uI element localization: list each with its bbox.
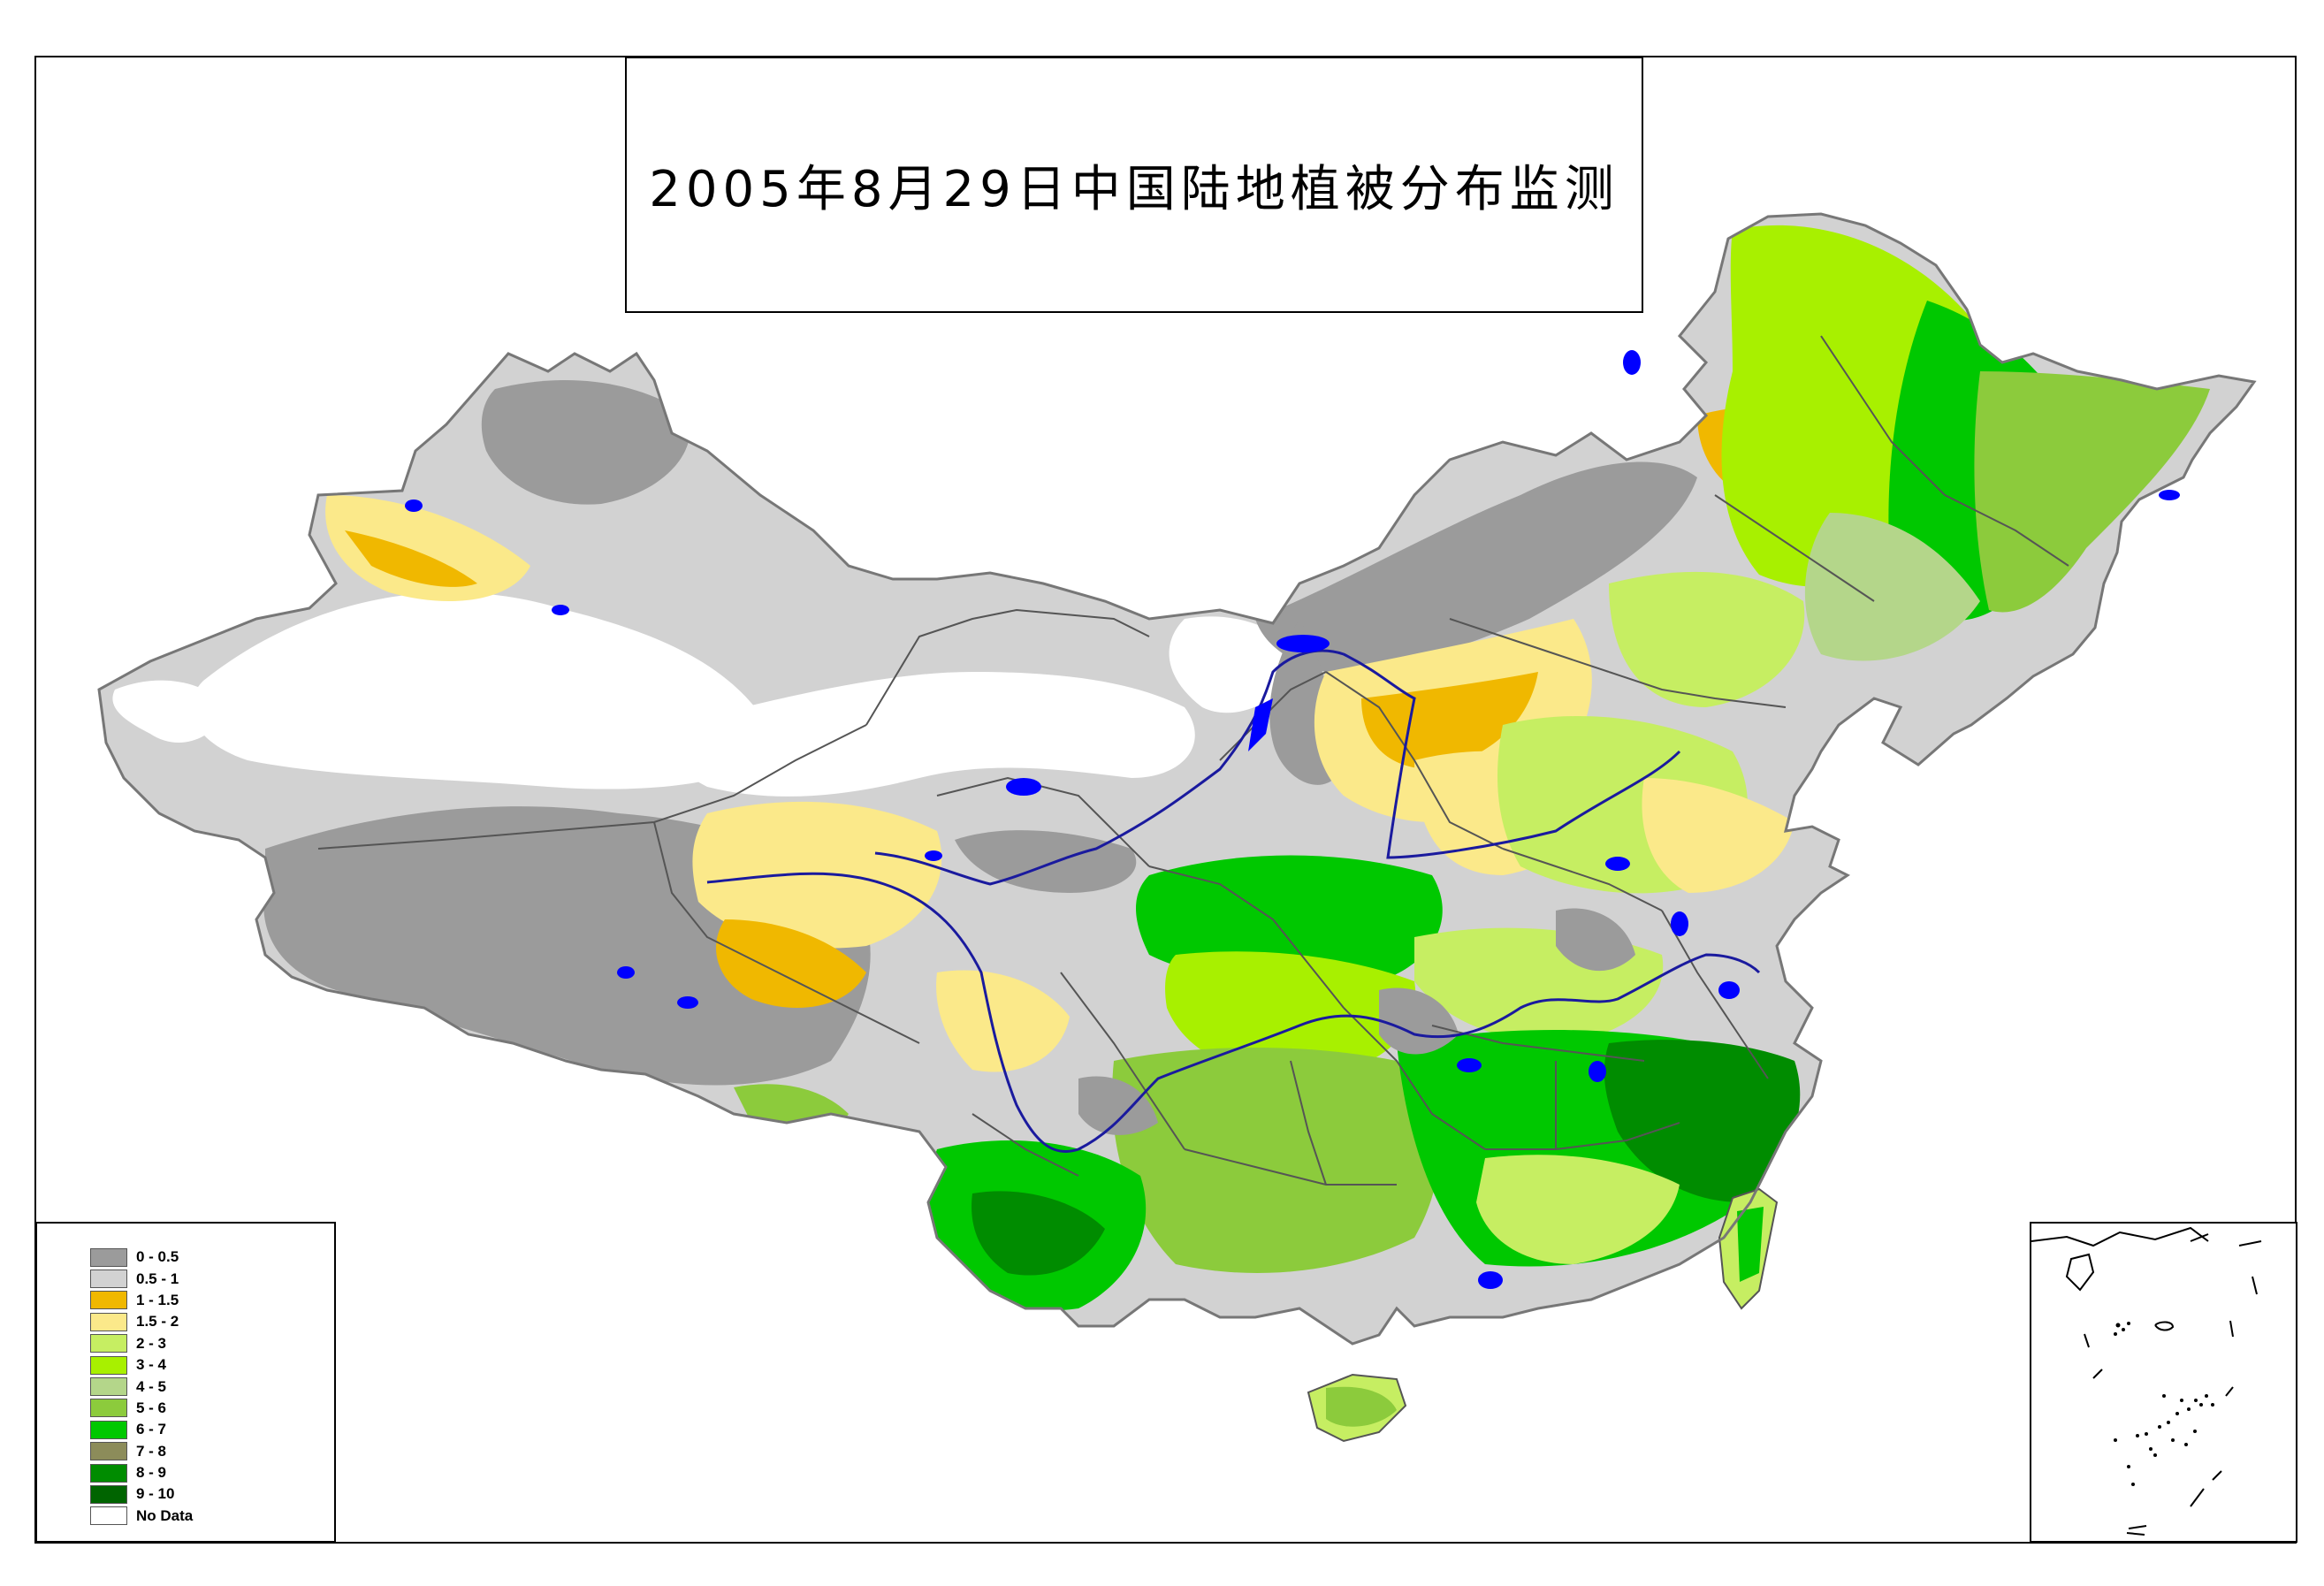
- legend-label: No Data: [136, 1506, 194, 1524]
- china-outline: [97, 212, 2257, 1346]
- legend-swatch: [90, 1463, 127, 1483]
- legend-swatch: [90, 1377, 127, 1397]
- legend-item: 2 - 3: [90, 1333, 193, 1354]
- legend-item: 3 - 4: [90, 1354, 193, 1376]
- legend-item: 7 - 8: [90, 1441, 193, 1462]
- legend-swatch: [90, 1270, 127, 1289]
- legend-swatch: [90, 1355, 127, 1375]
- legend-swatch: [90, 1291, 127, 1310]
- legend-label: 1.5 - 2: [136, 1313, 179, 1331]
- legend-swatch: [90, 1484, 127, 1504]
- legend-label: 6 - 7: [136, 1421, 167, 1438]
- legend-item: 5 - 6: [90, 1398, 193, 1419]
- legend-label: 3 - 4: [136, 1356, 167, 1374]
- legend-item: No Data: [90, 1506, 193, 1527]
- legend-item: 9 - 10: [90, 1483, 193, 1505]
- legend-swatch: [90, 1399, 127, 1418]
- title-box: 2005年8月29日中国陆地植被分布监测: [625, 57, 1643, 313]
- legend-label: 2 - 3: [136, 1334, 167, 1352]
- legend-label: 4 - 5: [136, 1377, 167, 1395]
- legend-swatch: [90, 1506, 127, 1526]
- legend-item: 8 - 9: [90, 1462, 193, 1483]
- legend-label: 0.5 - 1: [136, 1270, 179, 1287]
- south-china-sea-inset: [2030, 1222, 2297, 1543]
- legend-label: 0 - 0.5: [136, 1248, 179, 1266]
- legend-swatch: [90, 1334, 127, 1353]
- legend-swatch: [90, 1312, 127, 1331]
- legend: 0 - 0.5 0.5 - 1 1 - 1.5 1.5 - 2 2 - 3 3 - 4 4 …: [35, 1222, 336, 1543]
- legend-item: 0 - 0.5: [90, 1247, 193, 1268]
- legend-label: 1 - 1.5: [136, 1291, 179, 1308]
- lakes: [405, 350, 2180, 1289]
- legend-label: 9 - 10: [136, 1485, 175, 1503]
- legend-item: 1.5 - 2: [90, 1311, 193, 1332]
- legend-item: 1 - 1.5: [90, 1290, 193, 1311]
- legend-swatch: [90, 1247, 127, 1267]
- legend-label: 5 - 6: [136, 1399, 167, 1416]
- legend-item: 0.5 - 1: [90, 1268, 193, 1289]
- legend-label: 8 - 9: [136, 1464, 167, 1482]
- map-title: 2005年8月29日中国陆地植被分布监测: [649, 160, 1619, 218]
- legend-swatch: [90, 1442, 127, 1461]
- legend-label: 7 - 8: [136, 1442, 167, 1460]
- legend-list: 0 - 0.5 0.5 - 1 1 - 1.5 1.5 - 2 2 - 3 3 - 4 4 …: [90, 1247, 193, 1527]
- legend-item: 6 - 7: [90, 1419, 193, 1440]
- inset-islands: [2114, 1322, 2214, 1486]
- legend-item: 4 - 5: [90, 1376, 193, 1397]
- inset-map: [2031, 1226, 2262, 1536]
- legend-swatch: [90, 1420, 127, 1439]
